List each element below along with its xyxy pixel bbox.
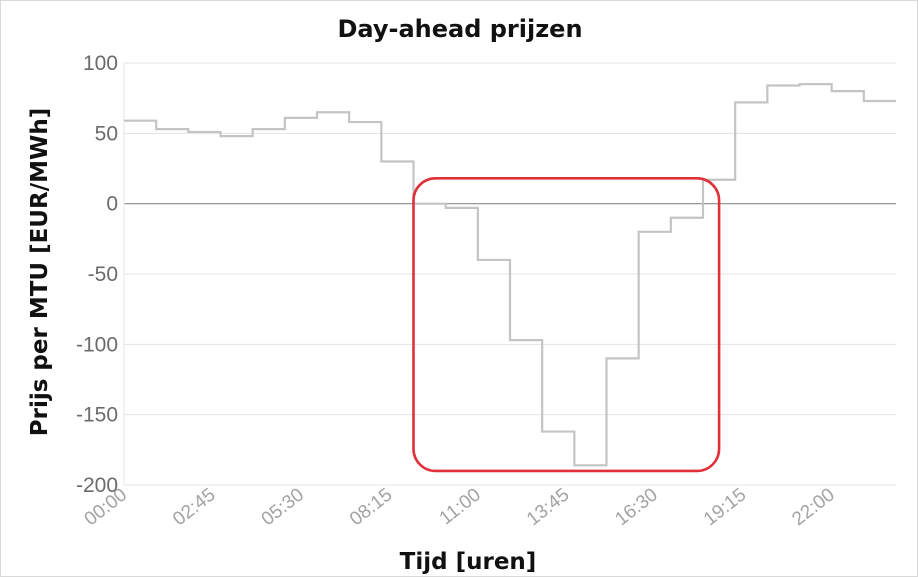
y-tick-label: 50 — [95, 122, 118, 145]
x-tick-label: 11:00 — [436, 484, 485, 529]
y-tick-label: 0 — [106, 193, 118, 216]
x-tick-label: 16:30 — [611, 484, 661, 530]
highlight-box — [412, 177, 721, 473]
x-tick-label: 05:30 — [258, 484, 308, 530]
x-tick-label: 13:45 — [523, 484, 573, 530]
x-axis-label: Tijd [uren] — [400, 549, 537, 575]
x-tick-label: 08:15 — [346, 484, 396, 530]
y-tick-label: -200 — [76, 474, 118, 497]
y-tick-label: 100 — [83, 52, 118, 75]
x-tick-label: 19:15 — [700, 484, 750, 530]
chart-title: Day-ahead prijzen — [337, 15, 583, 43]
y-tick-label: -150 — [76, 404, 118, 427]
y-tick-label: -100 — [76, 333, 118, 356]
x-tick-label: 22:00 — [788, 484, 838, 530]
x-tick-label: 02:45 — [169, 484, 219, 530]
y-axis-label: Prijs per MTU [EUR/MWh] — [27, 108, 53, 437]
price-step-line — [124, 83, 896, 467]
y-tick-label: -50 — [88, 263, 118, 286]
